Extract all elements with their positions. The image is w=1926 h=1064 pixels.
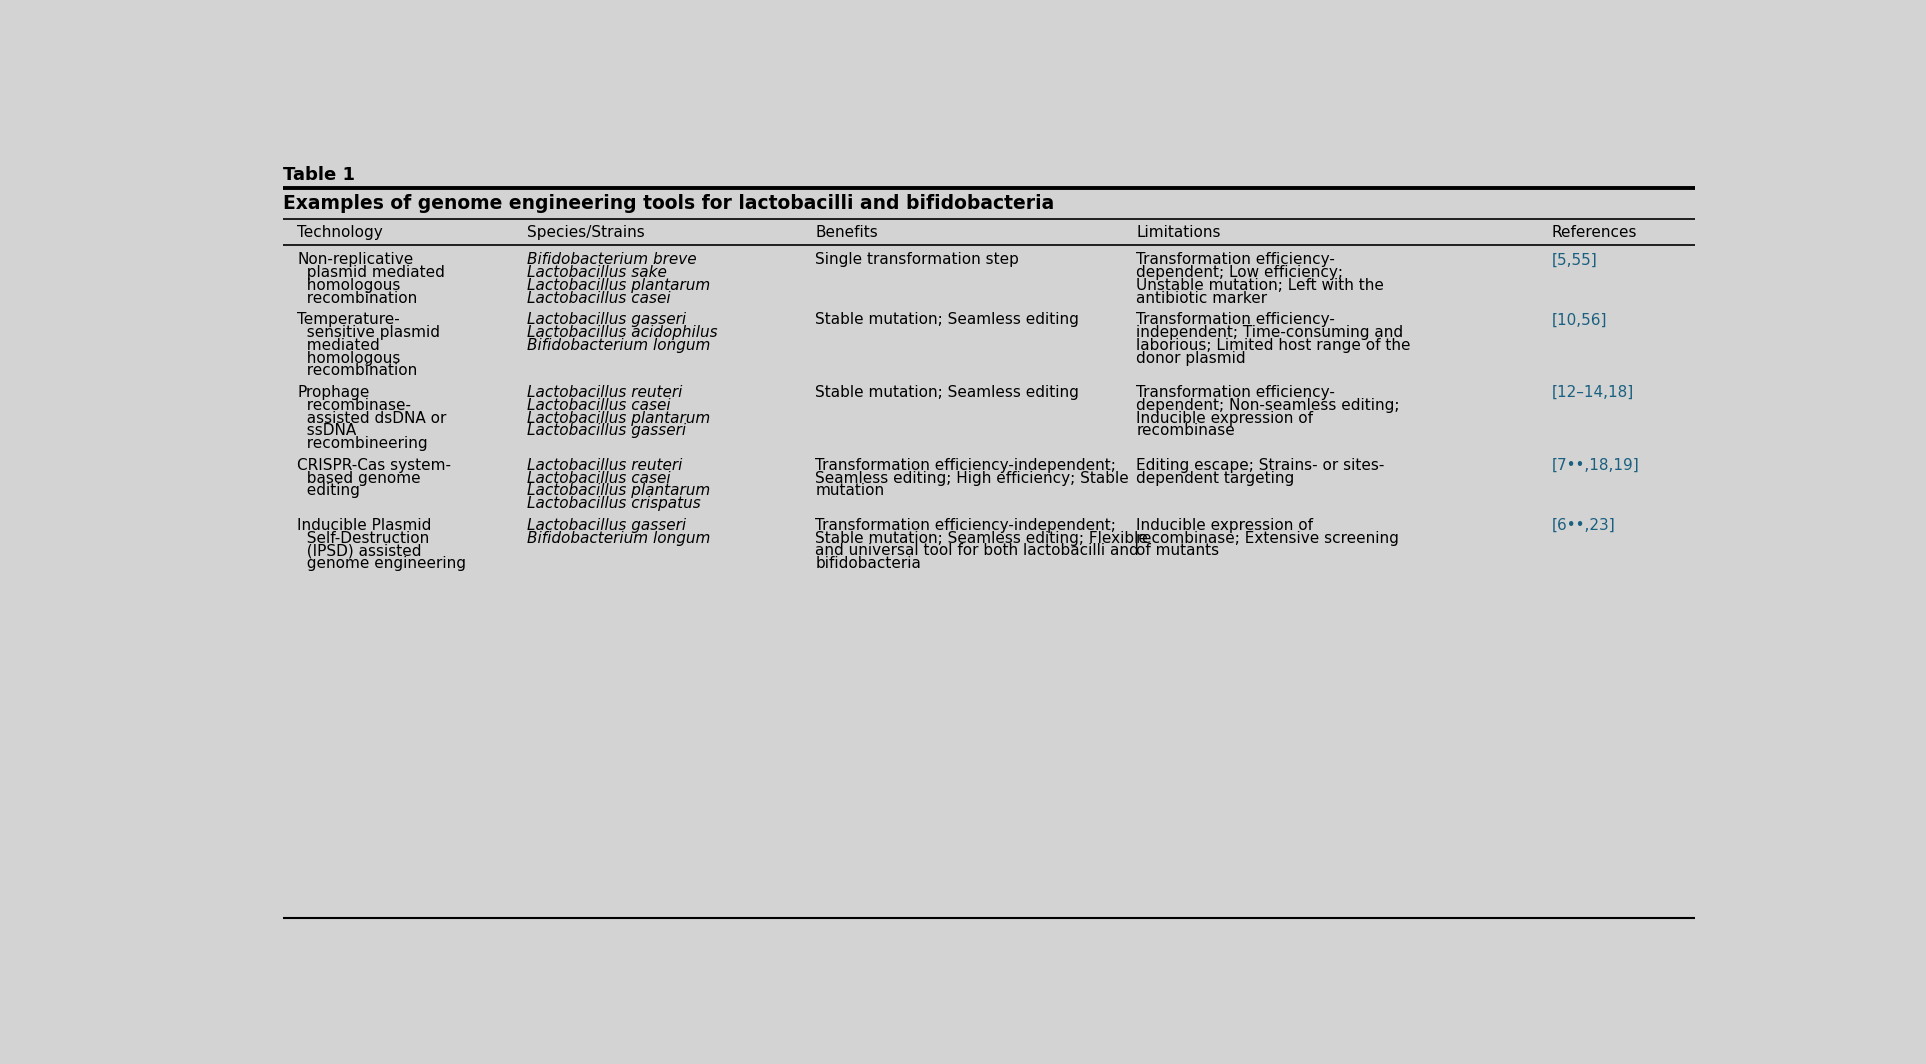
- Text: [6••,23]: [6••,23]: [1550, 518, 1616, 533]
- Text: Transformation efficiency-: Transformation efficiency-: [1136, 313, 1335, 328]
- Text: Stable mutation; Seamless editing: Stable mutation; Seamless editing: [815, 385, 1079, 400]
- Text: Transformation efficiency-independent;: Transformation efficiency-independent;: [815, 518, 1117, 533]
- Text: dependent; Non-seamless editing;: dependent; Non-seamless editing;: [1136, 398, 1400, 413]
- Text: References: References: [1550, 225, 1637, 239]
- Text: genome engineering: genome engineering: [297, 556, 466, 571]
- Text: recombinase-: recombinase-: [297, 398, 412, 413]
- Text: and universal tool for both lactobacilli and: and universal tool for both lactobacilli…: [815, 544, 1138, 559]
- Text: Lactobacillus gasseri: Lactobacillus gasseri: [528, 518, 686, 533]
- Text: Lactobacillus plantarum: Lactobacillus plantarum: [528, 411, 711, 426]
- Text: antibiotic marker: antibiotic marker: [1136, 290, 1267, 305]
- Text: Transformation efficiency-: Transformation efficiency-: [1136, 252, 1335, 267]
- Text: recombination: recombination: [297, 290, 418, 305]
- Text: editing: editing: [297, 483, 360, 498]
- Text: Stable mutation; Seamless editing: Stable mutation; Seamless editing: [815, 313, 1079, 328]
- Text: [7••,18,19]: [7••,18,19]: [1550, 458, 1639, 473]
- Text: Temperature-: Temperature-: [297, 313, 401, 328]
- Text: Non-replicative: Non-replicative: [297, 252, 414, 267]
- Text: Transformation efficiency-: Transformation efficiency-: [1136, 385, 1335, 400]
- Text: homologous: homologous: [297, 278, 401, 293]
- Text: Lactobacillus sake: Lactobacillus sake: [528, 265, 666, 280]
- Text: dependent; Low efficiency;: dependent; Low efficiency;: [1136, 265, 1342, 280]
- Text: Editing escape; Strains- or sites-: Editing escape; Strains- or sites-: [1136, 458, 1385, 473]
- Text: based genome: based genome: [297, 470, 422, 485]
- Text: laborious; Limited host range of the: laborious; Limited host range of the: [1136, 338, 1412, 353]
- Text: Lactobacillus plantarum: Lactobacillus plantarum: [528, 483, 711, 498]
- Text: Technology: Technology: [297, 225, 383, 239]
- Text: CRISPR-Cas system-: CRISPR-Cas system-: [297, 458, 451, 473]
- FancyBboxPatch shape: [275, 154, 1703, 926]
- Text: Lactobacillus acidophilus: Lactobacillus acidophilus: [528, 326, 718, 340]
- Text: Species/Strains: Species/Strains: [528, 225, 645, 239]
- Text: Lactobacillus reuteri: Lactobacillus reuteri: [528, 458, 682, 473]
- Text: sensitive plasmid: sensitive plasmid: [297, 326, 441, 340]
- Text: bifidobacteria: bifidobacteria: [815, 556, 921, 571]
- Text: recombination: recombination: [297, 363, 418, 379]
- Text: Transformation efficiency-independent;: Transformation efficiency-independent;: [815, 458, 1117, 473]
- Text: assisted dsDNA or: assisted dsDNA or: [297, 411, 447, 426]
- Text: Single transformation step: Single transformation step: [815, 252, 1019, 267]
- Text: (IPSD) assisted: (IPSD) assisted: [297, 544, 422, 559]
- Text: homologous: homologous: [297, 351, 401, 366]
- Text: Stable mutation; Seamless editing; Flexible: Stable mutation; Seamless editing; Flexi…: [815, 531, 1148, 546]
- Text: mutation: mutation: [815, 483, 884, 498]
- Text: plasmid mediated: plasmid mediated: [297, 265, 445, 280]
- Text: Lactobacillus crispatus: Lactobacillus crispatus: [528, 496, 701, 511]
- Text: Bifidobacterium longum: Bifidobacterium longum: [528, 338, 711, 353]
- Text: Lactobacillus gasseri: Lactobacillus gasseri: [528, 423, 686, 438]
- Text: [12–14,18]: [12–14,18]: [1550, 385, 1633, 400]
- Text: Table 1: Table 1: [283, 166, 356, 184]
- Text: Inducible expression of: Inducible expression of: [1136, 518, 1314, 533]
- Text: Self-Destruction: Self-Destruction: [297, 531, 429, 546]
- Text: Lactobacillus casei: Lactobacillus casei: [528, 290, 670, 305]
- Text: [5,55]: [5,55]: [1550, 252, 1597, 267]
- Text: independent; Time-consuming and: independent; Time-consuming and: [1136, 326, 1404, 340]
- Text: of mutants: of mutants: [1136, 544, 1219, 559]
- Text: donor plasmid: donor plasmid: [1136, 351, 1246, 366]
- Text: mediated: mediated: [297, 338, 379, 353]
- Text: Bifidobacterium breve: Bifidobacterium breve: [528, 252, 697, 267]
- Text: Lactobacillus plantarum: Lactobacillus plantarum: [528, 278, 711, 293]
- Text: Seamless editing; High efficiency; Stable: Seamless editing; High efficiency; Stabl…: [815, 470, 1129, 485]
- Text: Examples of genome engineering tools for lactobacilli and bifidobacteria: Examples of genome engineering tools for…: [283, 194, 1055, 213]
- Text: Prophage: Prophage: [297, 385, 370, 400]
- Text: Inducible Plasmid: Inducible Plasmid: [297, 518, 431, 533]
- Text: Unstable mutation; Left with the: Unstable mutation; Left with the: [1136, 278, 1385, 293]
- Text: recombineering: recombineering: [297, 436, 428, 451]
- Text: recombinase: recombinase: [1136, 423, 1235, 438]
- Text: Lactobacillus casei: Lactobacillus casei: [528, 398, 670, 413]
- Text: Lactobacillus gasseri: Lactobacillus gasseri: [528, 313, 686, 328]
- Text: dependent targeting: dependent targeting: [1136, 470, 1294, 485]
- Text: [10,56]: [10,56]: [1550, 313, 1606, 328]
- Text: Limitations: Limitations: [1136, 225, 1221, 239]
- Text: recombinase; Extensive screening: recombinase; Extensive screening: [1136, 531, 1398, 546]
- Text: Lactobacillus casei: Lactobacillus casei: [528, 470, 670, 485]
- Text: Inducible expression of: Inducible expression of: [1136, 411, 1314, 426]
- Text: Bifidobacterium longum: Bifidobacterium longum: [528, 531, 711, 546]
- Text: Lactobacillus reuteri: Lactobacillus reuteri: [528, 385, 682, 400]
- Text: Benefits: Benefits: [815, 225, 878, 239]
- Text: ssDNA: ssDNA: [297, 423, 356, 438]
